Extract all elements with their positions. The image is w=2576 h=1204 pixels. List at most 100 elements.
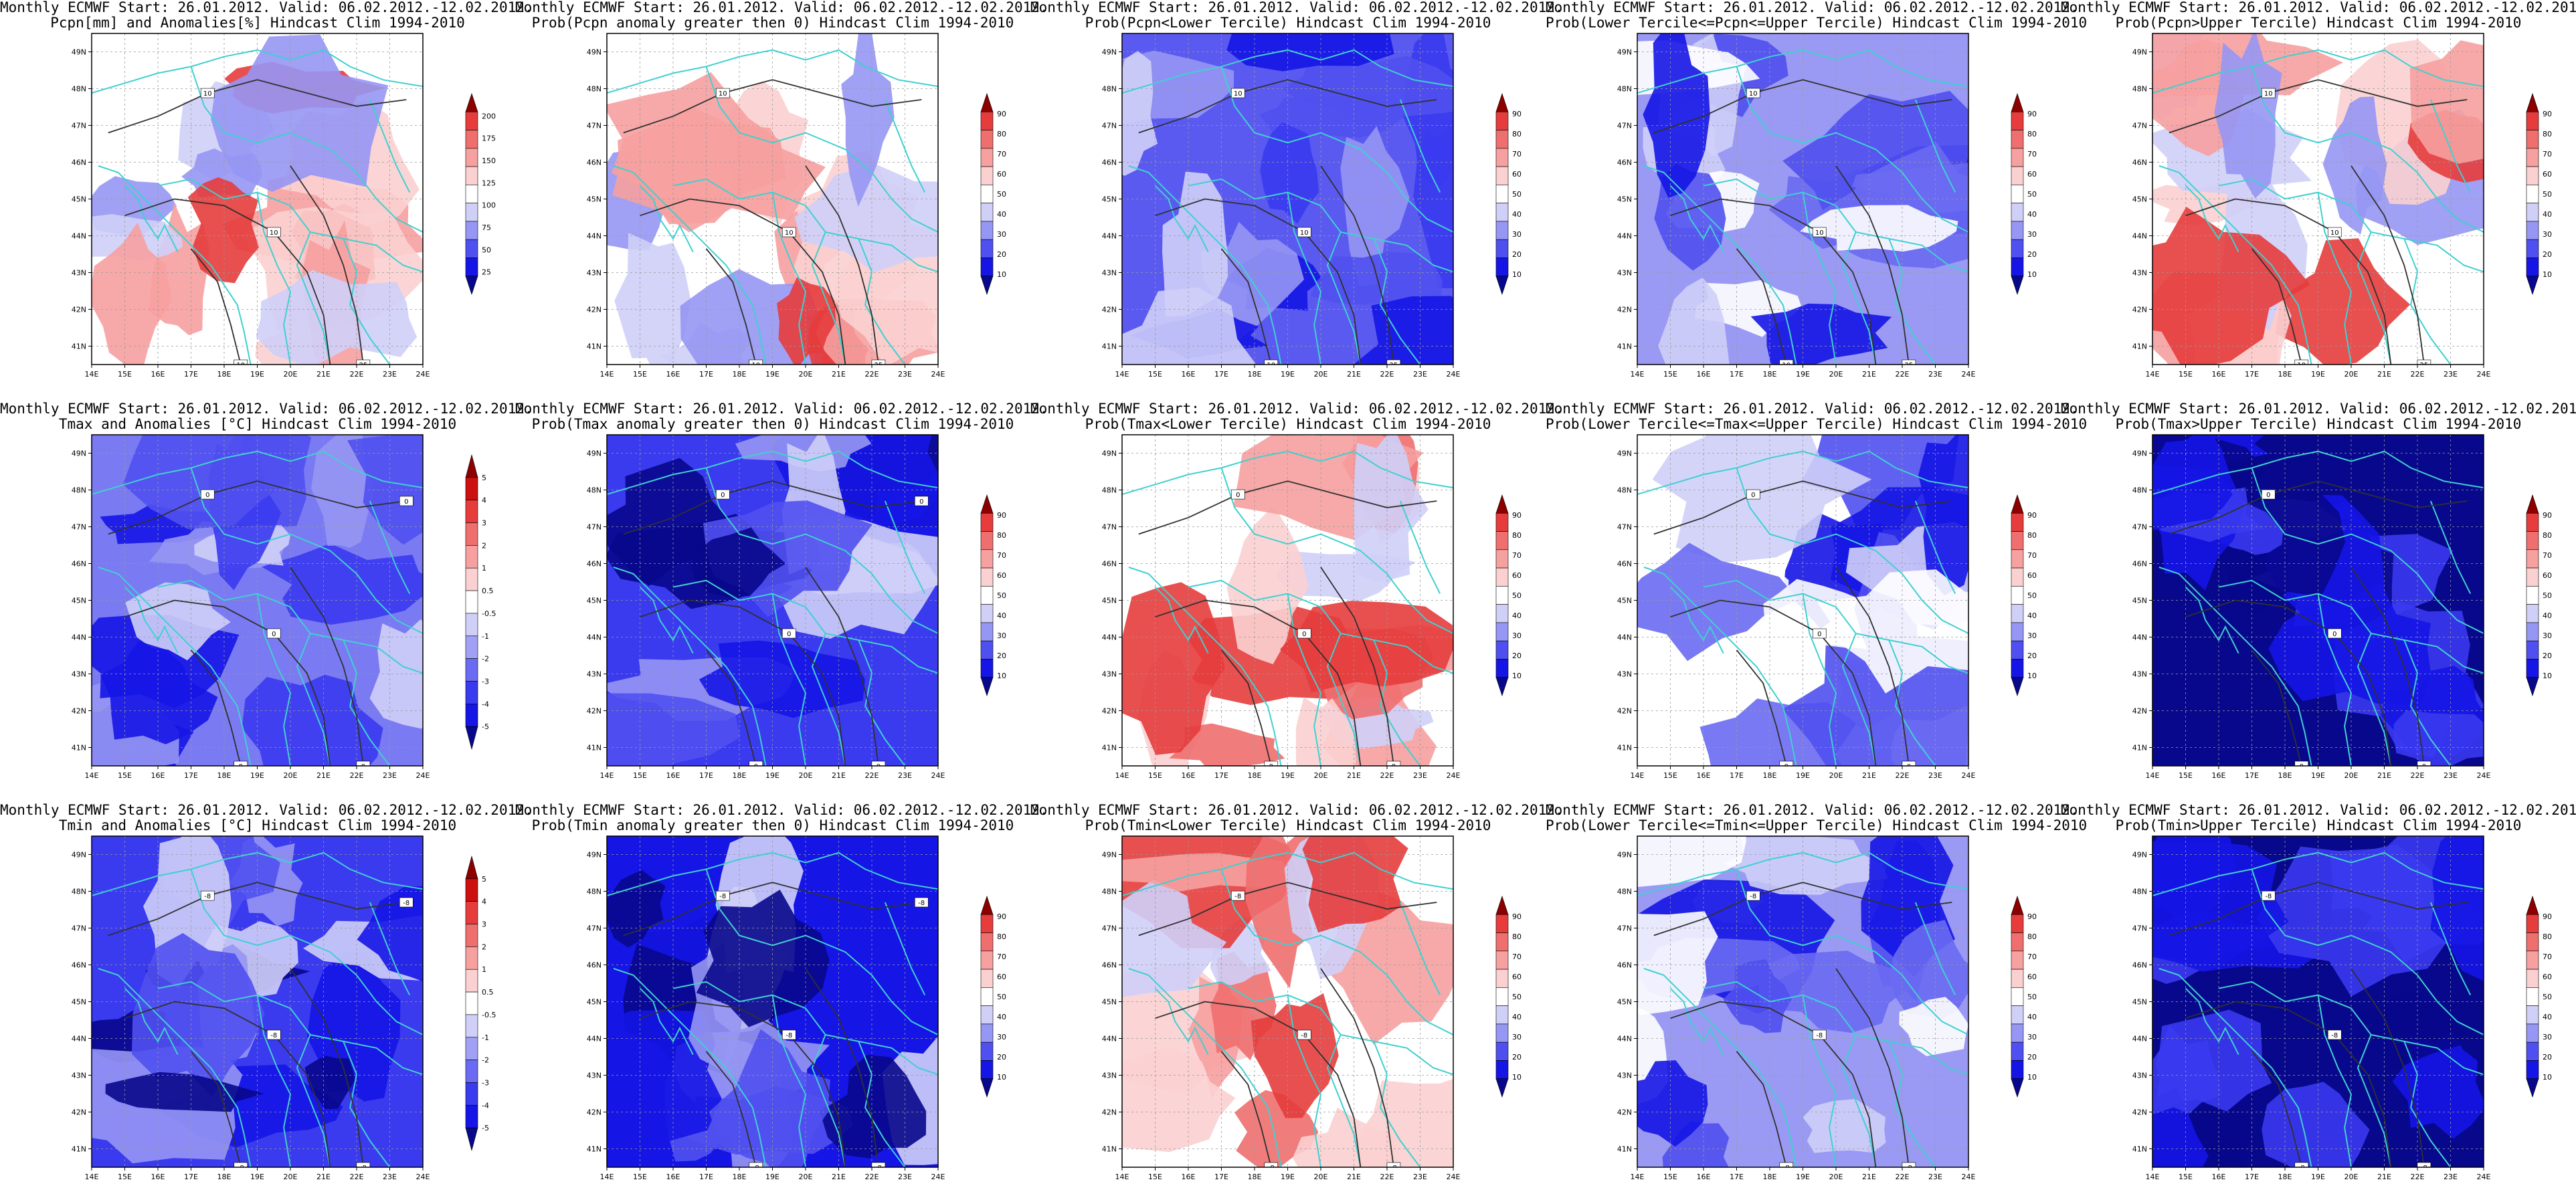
contour-label: -8: [2265, 893, 2272, 900]
lat-tick-label: 42N: [1102, 306, 1117, 314]
map-svg: -8 -8 -8 -8 49N 48N 47N 46N 45N 44N 43N 42N 41N 14E 15…: [1102, 835, 1522, 1181]
colorbar-segment: [2011, 512, 2024, 532]
contour-line: [2251, 1051, 2302, 1167]
gridlines: [607, 836, 938, 1167]
lon-tick-label: 24E: [1962, 370, 1976, 379]
colorbar: 90 80 70 60 50 40 30 20 10: [2526, 896, 2552, 1098]
colorbar-tick-label: 40: [997, 1013, 1006, 1021]
panel-title-header: Monthly ECMWF Start: 26.01.2012. Valid: …: [0, 0, 533, 15]
colorbar-tick-label: 10: [1512, 1073, 1522, 1082]
field-region: [1122, 582, 1225, 755]
colorbar-tick-label: -3: [482, 677, 489, 686]
border-line: [1122, 450, 1453, 496]
colorbar-tick-label: -5: [482, 722, 489, 731]
lon-tick-label: 24E: [931, 771, 945, 780]
lon-tick-label: 22E: [1896, 370, 1910, 379]
colorbar-tick-label: 30: [1512, 1033, 1522, 1041]
colorbar-tick-label: 70: [997, 952, 1006, 961]
colorbar-tick-label: 60: [1512, 170, 1522, 179]
contour-label: -8: [204, 893, 211, 900]
field-region: [1758, 950, 1912, 1033]
contour-label: -8: [786, 1032, 792, 1039]
border-line: [672, 981, 846, 1167]
colorbar-segment: [465, 681, 478, 704]
colorbar-tick-label: 90: [997, 110, 1006, 118]
colorbar-tick-label: 60: [2543, 170, 2552, 179]
border-line: [1373, 238, 1421, 365]
contour-line: [2351, 968, 2425, 1167]
coastlines: [2152, 49, 2484, 365]
field-region: [125, 582, 231, 661]
lat-tick-label: 42N: [1617, 1108, 1632, 1117]
field-region: [1354, 435, 1429, 582]
colorbar-tick-label: 20: [1512, 1053, 1522, 1062]
coastlines: [2152, 851, 2484, 1167]
contour-line: [1138, 480, 1437, 535]
border-line: [607, 49, 938, 94]
lon-tick-label: 22E: [865, 771, 879, 780]
lat-tick-label: 41N: [2132, 744, 2147, 752]
colorbar-tick-label: 90: [2027, 511, 2037, 520]
colorbar-segment: [980, 659, 994, 678]
lon-tick-label: 14E: [1631, 1173, 1645, 1181]
panel-title: Monthly ECMWF Start: 26.01.2012. Valid: …: [2061, 803, 2576, 833]
colorbar-tick-label: 20: [2027, 1053, 2037, 1062]
colorbar-segment: [1495, 130, 1509, 149]
lat-tick-label: 48N: [1617, 888, 1632, 896]
border-line: [2152, 851, 2484, 897]
lat-tick-label: 45N: [2132, 195, 2147, 204]
lon-tick-label: 21E: [1347, 1173, 1361, 1181]
contour-line: [805, 165, 879, 365]
lat-tick-label: 45N: [1617, 195, 1632, 204]
contours: -8 -8 -8 -8: [2169, 882, 2468, 1167]
contour-line: [1220, 649, 1272, 766]
colorbar-tick-label: 80: [2543, 130, 2552, 138]
colorbar-tick-label: 30: [2543, 230, 2552, 239]
contour-label: 0: [1907, 763, 1911, 771]
lat-tick-label: 44N: [587, 633, 602, 642]
colorbar-segment: [1495, 659, 1509, 678]
lat-tick-label: 42N: [587, 707, 602, 716]
contours: 10 10 10 25: [1138, 79, 1437, 365]
lat-tick-label: 43N: [2132, 269, 2147, 278]
colorbar-tick-label: 20: [1512, 250, 1522, 259]
contour-label: 10: [1815, 229, 1824, 237]
border-line: [639, 987, 694, 1056]
border-line: [1914, 500, 1956, 595]
colorbar-tick-label: 20: [2027, 651, 2037, 660]
colorbar-segment: [2011, 932, 2024, 952]
colorbar-tick-label: 30: [2543, 631, 2552, 640]
contour-line: [190, 649, 242, 766]
colorbar-tick-label: 90: [2027, 912, 2037, 921]
field-region: [1169, 723, 1285, 766]
lon-tick-label: 17E: [1730, 771, 1744, 780]
lat-tick-label: 49N: [1617, 851, 1632, 860]
map-svg: 0 0 0 0 49N 48N 47N 46N 45N 44N 43N 42N 41N 14E 15E 16E…: [1617, 434, 2037, 780]
colorbar-segment: [1495, 914, 1509, 933]
contour-label: 0: [754, 763, 758, 771]
field-region: [691, 527, 786, 598]
colorbar-tick-label: 80: [997, 932, 1006, 941]
colorbar-segment: [1495, 622, 1509, 641]
contours: -8 -8 -8 -8 -8: [108, 882, 413, 1167]
colorbar-tick-label: 4: [482, 496, 486, 505]
colorbar-segment: [2011, 1005, 2024, 1025]
colorbar-tick-label: 50: [2543, 190, 2552, 199]
field-region: [1122, 879, 1227, 997]
contour-line: [1138, 882, 1437, 936]
lat-tick-label: 43N: [72, 1072, 86, 1080]
border-line: [1802, 192, 1837, 365]
lon-tick-label: 14E: [1631, 370, 1645, 379]
field-region: [2152, 1025, 2221, 1115]
contour-line: [1835, 968, 1910, 1167]
colorbar-tick-label: 0.5: [482, 587, 494, 595]
colorbar-bottom-arrow: [465, 1127, 478, 1152]
colorbar-top-arrow: [2526, 93, 2539, 112]
lon-tick-label: 24E: [416, 1173, 430, 1181]
contour-line: [2351, 165, 2425, 365]
lon-tick-label: 22E: [2411, 1173, 2425, 1181]
colorbar-tick-label: 25: [482, 268, 491, 277]
field-region: [132, 932, 265, 1098]
panel-title-variable: Prob(Tmax<Lower Tercile) Hindcast Clim 1…: [1085, 416, 1491, 432]
panel-title-header: Monthly ECMWF Start: 26.01.2012. Valid: …: [1030, 0, 1564, 15]
